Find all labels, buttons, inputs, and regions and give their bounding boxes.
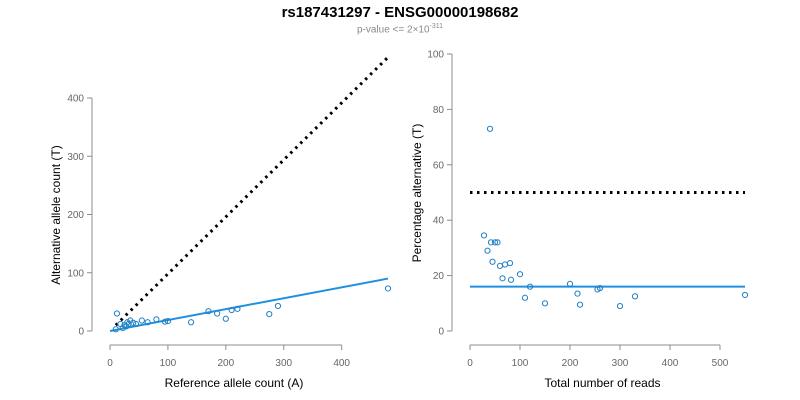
y-axis-label: Percentage alternative (T) xyxy=(410,124,424,263)
y-tick-label: 60 xyxy=(433,160,445,171)
data-point xyxy=(164,317,172,325)
chart-subtitle: p-value <= 2×10-311 xyxy=(0,23,800,35)
data-point xyxy=(138,317,145,324)
right-panel: 0 20 40 60 80 100 0 100 200 300 400 500 Total number… xyxy=(410,50,749,390)
x-tick-label: 300 xyxy=(275,358,292,369)
data-point xyxy=(132,320,140,328)
y-tick-label: 0 xyxy=(438,327,444,338)
y-tick-label: 80 xyxy=(433,105,445,116)
data-point xyxy=(526,283,534,290)
chart-title: rs187431297 - ENSG00000198682 xyxy=(281,4,519,21)
data-point xyxy=(516,271,524,278)
data-point xyxy=(521,294,529,301)
subtitle-prefix: p-value <= 2 xyxy=(356,24,413,36)
y-axis-label: Alternative allele count (T) xyxy=(49,145,63,284)
data-point xyxy=(144,319,151,326)
y-tick-label: 300 xyxy=(67,152,84,163)
data-point xyxy=(494,239,501,246)
data-point xyxy=(153,316,160,323)
data-point xyxy=(541,300,549,307)
data-point xyxy=(506,260,514,267)
data-point xyxy=(489,258,496,265)
x-tick-label: 0 xyxy=(467,358,473,369)
data-point xyxy=(274,302,282,310)
data-point xyxy=(205,308,212,315)
y-tick-label: 200 xyxy=(67,210,84,221)
data-point xyxy=(566,280,574,288)
y-tick-label: 100 xyxy=(427,50,444,61)
y-tick-label: 400 xyxy=(67,94,84,105)
data-point xyxy=(486,125,494,132)
y-tick-label: 20 xyxy=(433,271,445,282)
data-point xyxy=(491,239,499,246)
x-axis-label: Reference allele count (A) xyxy=(165,376,304,390)
data-point xyxy=(234,305,241,312)
data-point xyxy=(576,301,584,308)
subtitle-base: 10 xyxy=(418,24,430,36)
y-tick-label: 40 xyxy=(433,216,445,227)
x-tick-label: 200 xyxy=(217,358,234,369)
x-tick-label: 300 xyxy=(612,358,629,369)
data-point xyxy=(616,302,624,310)
data-point xyxy=(487,239,495,246)
data-point xyxy=(631,293,639,300)
data-point xyxy=(222,315,229,322)
subtitle-times: × xyxy=(412,24,419,36)
data-point xyxy=(501,261,509,268)
x-tick-label: 200 xyxy=(562,358,579,369)
data-point xyxy=(496,262,504,270)
reference-line xyxy=(114,56,390,327)
data-point xyxy=(384,285,392,292)
x-tick-label: 400 xyxy=(662,358,679,369)
data-point xyxy=(574,290,581,297)
data-point xyxy=(266,311,273,318)
data-point xyxy=(214,310,221,317)
data-point xyxy=(484,247,491,254)
fit-line xyxy=(109,277,389,332)
x-tick-label: 0 xyxy=(107,358,113,369)
data-point xyxy=(596,284,604,292)
data-point xyxy=(507,276,515,283)
data-point xyxy=(499,275,506,282)
left-panel: 0 100 200 300 400 0 100 200 300 400 Reference alle… xyxy=(49,56,392,390)
data-point xyxy=(480,232,488,239)
y-tick-label: 0 xyxy=(78,327,84,338)
data-point xyxy=(187,319,195,326)
x-tick-label: 100 xyxy=(512,358,529,369)
data-point xyxy=(112,326,119,333)
x-tick-label: 500 xyxy=(712,358,729,369)
data-point xyxy=(741,291,749,299)
data-point xyxy=(161,318,169,325)
data-point xyxy=(113,310,121,317)
data-point xyxy=(228,306,235,314)
x-tick-label: 100 xyxy=(160,358,177,369)
x-tick-label: 400 xyxy=(333,358,350,369)
data-point xyxy=(130,319,137,326)
subtitle-exponent: -311 xyxy=(429,23,444,30)
x-axis-label: Total number of reads xyxy=(544,376,660,390)
y-tick-label: 100 xyxy=(67,268,84,279)
